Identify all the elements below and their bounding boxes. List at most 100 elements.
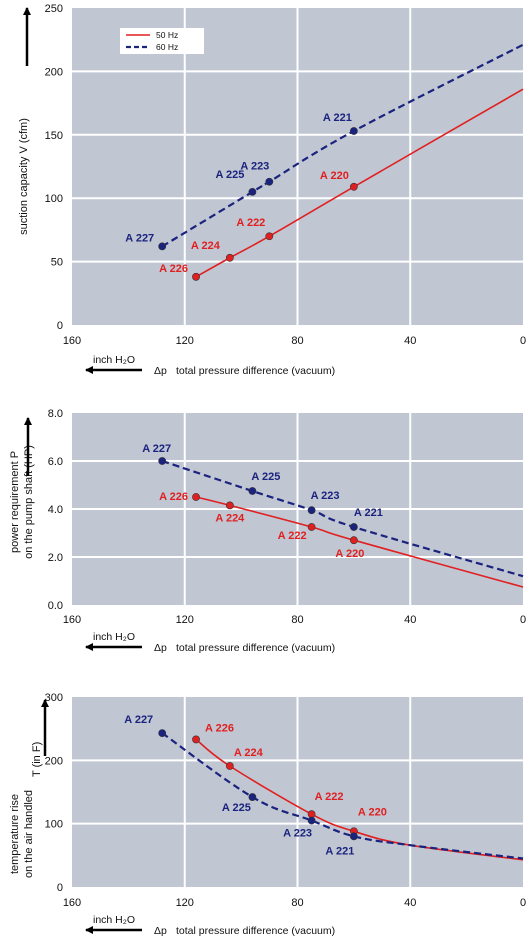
x-tick-label: 120	[176, 614, 194, 626]
y-tick-label: 200	[45, 66, 63, 78]
data-label: A 223	[283, 828, 312, 840]
x-unit-label: inch H₂O	[93, 354, 135, 366]
legend-box	[120, 28, 204, 54]
data-point	[265, 177, 274, 186]
legend: 50 Hz 60 Hz	[120, 28, 204, 54]
series-line-50hz	[195, 496, 524, 588]
data-label: A 225	[215, 169, 244, 181]
data-point	[248, 187, 257, 196]
x-tick-label: 80	[291, 335, 303, 347]
x-tick-label: 160	[63, 335, 81, 347]
data-label: A 222	[236, 217, 265, 229]
data-point	[349, 536, 358, 545]
data-label: A 220	[358, 806, 387, 818]
data-label: A 224	[215, 512, 245, 524]
data-point	[349, 523, 358, 531]
x-axis-label: total pressure difference (vacuum)	[176, 642, 335, 654]
data-point	[248, 487, 257, 495]
data-point	[349, 127, 358, 135]
data-label: A 221	[323, 112, 352, 124]
data-label: A 223	[311, 490, 340, 502]
x-tick-label: 40	[404, 614, 416, 626]
chart-3: 160 120 80 40 0 0 100 200 300 inch H₂O Δp total pre…	[9, 692, 526, 937]
x-tick-label: 80	[291, 614, 303, 626]
y-axis-label-extra: T (in F)	[31, 742, 43, 777]
x-unit-label: inch H₂O	[93, 914, 135, 926]
data-label: A 225	[222, 802, 251, 814]
data-label: A 224	[191, 240, 221, 252]
data-label: A 220	[335, 548, 364, 560]
data-point	[225, 501, 234, 510]
x-tick-label: 120	[176, 897, 194, 909]
data-label: A 227	[142, 443, 171, 455]
data-point	[192, 735, 200, 744]
data-label: A 222	[278, 530, 307, 542]
y-tick-label: 0.0	[48, 600, 63, 612]
data-label: A 221	[325, 845, 354, 857]
y-tick-label: 100	[45, 193, 63, 205]
series-line-60hz	[161, 43, 524, 248]
y-axis-label: suction capacity V (cfm)	[18, 118, 30, 235]
legend-label-50hz: 50 Hz	[156, 30, 178, 40]
x-tick-label: 160	[63, 897, 81, 909]
data-label: A 223	[240, 161, 269, 173]
y-tick-label: 50	[51, 257, 63, 269]
x-tick-label: 120	[176, 335, 194, 347]
data-point	[192, 493, 200, 501]
series-line-60hz	[161, 732, 524, 860]
data-label: A 226	[159, 491, 188, 503]
data-point	[158, 729, 167, 737]
y-tick-label: 8.0	[48, 408, 63, 420]
x-axis-label: total pressure difference (vacuum)	[176, 925, 335, 937]
data-label: A 224	[234, 747, 264, 759]
data-point	[307, 523, 316, 531]
x-axis-symbol: Δp	[154, 365, 167, 377]
chart-1: 160 120 80 40 0 0 50 100 150 200 250 inch H₂O Δp tota…	[18, 3, 526, 377]
x-tick-label: 0	[520, 335, 526, 347]
series-line-50hz	[195, 88, 524, 278]
data-point	[225, 253, 234, 262]
y-tick-label: 300	[45, 692, 63, 704]
data-point	[349, 832, 358, 841]
legend-label-60hz: 60 Hz	[156, 42, 178, 52]
data-label: A 221	[354, 507, 383, 519]
data-point	[349, 182, 358, 191]
x-tick-label: 160	[63, 614, 81, 626]
data-point	[307, 506, 316, 515]
y-axis-label-line1: power requirement P	[9, 451, 21, 553]
y-tick-label: 0	[57, 320, 63, 332]
y-axis-label-line2: on the pump shaft (HP)	[23, 445, 35, 559]
x-axis-symbol: Δp	[154, 642, 167, 654]
y-tick-label: 6.0	[48, 456, 63, 468]
data-point	[307, 816, 316, 825]
x-unit-label: inch H₂O	[93, 631, 135, 643]
x-axis-symbol: Δp	[154, 925, 167, 937]
y-tick-label: 200	[45, 755, 63, 767]
x-tick-label: 0	[520, 614, 526, 626]
x-axis-label: total pressure difference (vacuum)	[176, 365, 335, 377]
data-point	[158, 457, 167, 465]
x-tick-label: 40	[404, 897, 416, 909]
x-tick-label: 0	[520, 897, 526, 909]
y-axis-label-line2: on the air handled	[23, 790, 35, 878]
data-label: A 225	[251, 471, 280, 483]
y-tick-label: 100	[45, 819, 63, 831]
x-tick-label: 80	[291, 897, 303, 909]
y-tick-label: 4.0	[48, 504, 63, 516]
series-line-60hz	[161, 459, 524, 578]
data-point	[225, 762, 234, 770]
data-point	[192, 272, 200, 281]
y-tick-label: 2.0	[48, 552, 63, 564]
x-tick-label: 40	[404, 335, 416, 347]
data-point	[265, 232, 274, 241]
y-tick-label: 250	[45, 3, 63, 15]
chart-2: 160 120 80 40 0 0.0 2.0 4.0 6.0 8.0 inch H₂O Δp tota…	[9, 408, 526, 654]
data-label: A 227	[124, 714, 153, 726]
data-label: A 226	[159, 263, 188, 275]
data-label: A 227	[125, 232, 154, 244]
y-axis-label-line1: temperature rise	[9, 794, 21, 874]
y-tick-label: 150	[45, 130, 63, 142]
data-point	[158, 242, 167, 251]
data-label: A 222	[315, 791, 344, 803]
